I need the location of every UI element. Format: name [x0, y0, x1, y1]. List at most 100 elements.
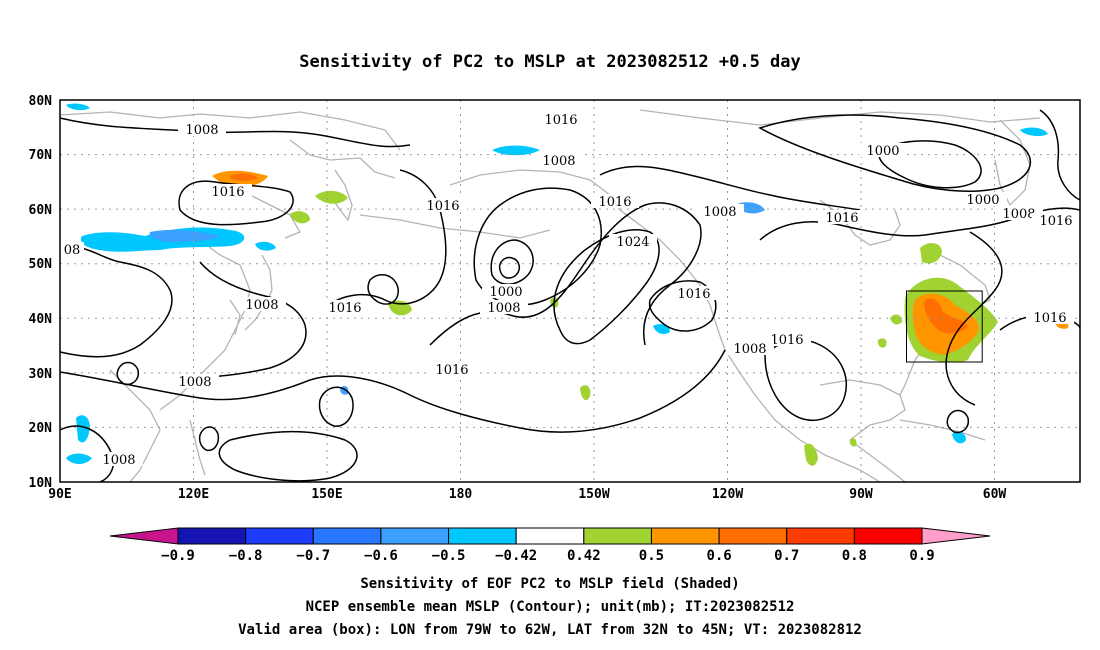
coastline-philippines	[189, 419, 206, 476]
lat-label: 10N	[29, 476, 53, 491]
contour-1016-pacific-ring	[178, 180, 294, 226]
colorbar-cell	[177, 527, 247, 545]
colorbar-cell	[583, 527, 652, 545]
contour-label: 1000	[959, 192, 1007, 208]
contour-label: 1016	[1026, 310, 1074, 326]
shade-na-green-small	[890, 314, 902, 325]
contour-label: 1016	[537, 112, 585, 128]
sensitivity-shading	[66, 103, 1069, 466]
shade-pacific-orange-core	[230, 173, 258, 181]
svg-text:1008: 1008	[185, 123, 218, 138]
latitude-axis: 80N 70N 60N 50N 40N 30N 20N 10N	[29, 94, 53, 491]
svg-text:1008: 1008	[245, 298, 278, 313]
lon-label: 120E	[178, 487, 209, 502]
valid-area-box	[906, 290, 983, 363]
lat-label: 50N	[29, 257, 53, 272]
shade-cyan-siberia-core	[149, 229, 220, 242]
shade-cyan-south-asia2	[66, 453, 92, 464]
contour-1016-mid	[324, 169, 447, 309]
contour-subtrop-1016	[218, 431, 358, 482]
svg-text:1016: 1016	[544, 113, 577, 128]
colorbar-tick-label: 0.5	[639, 548, 664, 564]
coastline-gulf	[819, 379, 906, 441]
colorbar-tick-label: −0.7	[296, 548, 330, 564]
colorbar-cell	[448, 527, 517, 545]
contour-high-1024	[553, 228, 660, 345]
contour-label: 1008	[178, 122, 226, 138]
colorbar-cell	[786, 527, 855, 545]
svg-text:08: 08	[64, 243, 81, 258]
coastline-north-america-west	[679, 259, 881, 483]
map-panel: 1008 1016 1016 1008 1016 1000 1000 1008 …	[59, 99, 1081, 483]
contour-labels: 1008 1016 1016 1008 1016 1000 1000 1008 …	[60, 112, 1080, 468]
lon-label: 60W	[983, 487, 1007, 502]
contour-west-1008	[59, 246, 173, 358]
caption-line-1: Sensitivity of EOF PC2 to MSLP field (Sh…	[360, 576, 739, 592]
lat-label: 30N	[29, 367, 53, 382]
coastline-indochina	[109, 369, 161, 483]
coastline-siberia	[289, 139, 396, 179]
contour-label: 1016	[670, 286, 718, 302]
caption-line-3: Valid area (box): LON from 79W to 62W, L…	[238, 622, 862, 638]
lat-label: 70N	[29, 148, 53, 163]
shade-cyan-pacific-ne	[653, 324, 670, 334]
contour-label: 1008	[95, 452, 143, 468]
contour-label: 1008	[171, 374, 219, 390]
coastline-central-america	[849, 439, 906, 483]
contour-low-992	[498, 256, 520, 279]
contour-label: 1016	[818, 210, 866, 226]
contour-alaska-1008	[599, 165, 861, 211]
svg-text:1016: 1016	[770, 333, 803, 348]
contour-arctic-1000	[758, 114, 1032, 192]
lon-label: 90E	[48, 487, 71, 502]
svg-text:1016: 1016	[598, 195, 631, 210]
shade-cyan-siberia-small	[255, 241, 276, 251]
lon-label: 150W	[578, 487, 609, 502]
shade-na-green-north	[920, 243, 942, 264]
lat-label: 40N	[29, 312, 53, 327]
contour-label: 1008	[696, 204, 744, 220]
colorbar-tick-label: 0.9	[909, 548, 934, 564]
colorbar-cell	[380, 527, 450, 545]
coastline-aleutians	[359, 214, 551, 239]
shade-green-gulf	[804, 443, 818, 466]
contour-north-1008	[59, 117, 411, 148]
lon-label: 150E	[311, 487, 342, 502]
shade-green-caribbean-small	[849, 438, 857, 447]
contour-label: 1008	[726, 341, 774, 357]
lat-label: 60N	[29, 203, 53, 218]
contour-pacific-1016-sw	[59, 349, 726, 433]
shade-na-green-small2	[877, 338, 887, 348]
svg-text:1008: 1008	[542, 154, 575, 169]
colorbar-tick-label: 0.42	[567, 548, 601, 564]
svg-text:1008: 1008	[1002, 207, 1035, 222]
svg-text:1000: 1000	[866, 144, 899, 159]
contour-label: 1016	[591, 194, 639, 210]
coastline-asia-north	[59, 111, 401, 151]
coastline-okhotsk	[249, 194, 301, 239]
contour-label: 1008	[238, 297, 286, 313]
contour-label: 1016	[204, 184, 252, 200]
colorbar-cell	[853, 527, 923, 545]
contour-na-1008	[945, 231, 1003, 406]
svg-text:1016: 1016	[1033, 311, 1066, 326]
shade-valid-area-dark-orange	[924, 298, 968, 334]
svg-text:1016: 1016	[426, 199, 459, 214]
colorbar-tick-label: −0.6	[364, 548, 398, 564]
colorbar-tick-label: −0.8	[229, 548, 263, 564]
colorbar-tick-label: 0.6	[706, 548, 731, 564]
contour-big-low-1008	[473, 187, 602, 306]
colorbar-tick-label: −0.42	[495, 548, 537, 564]
svg-text:1000: 1000	[966, 193, 999, 208]
colorbar-tick-label: −0.5	[432, 548, 466, 564]
svg-text:1008: 1008	[178, 375, 211, 390]
contour-label: 1000	[482, 284, 530, 300]
lat-label: 20N	[29, 421, 53, 436]
coastline-cuba	[899, 419, 986, 441]
coastline-korea	[229, 299, 241, 336]
contour-label: 1008	[995, 206, 1043, 222]
svg-text:1016: 1016	[1039, 214, 1072, 229]
svg-text:1016: 1016	[677, 287, 710, 302]
svg-text:1016: 1016	[211, 185, 244, 200]
